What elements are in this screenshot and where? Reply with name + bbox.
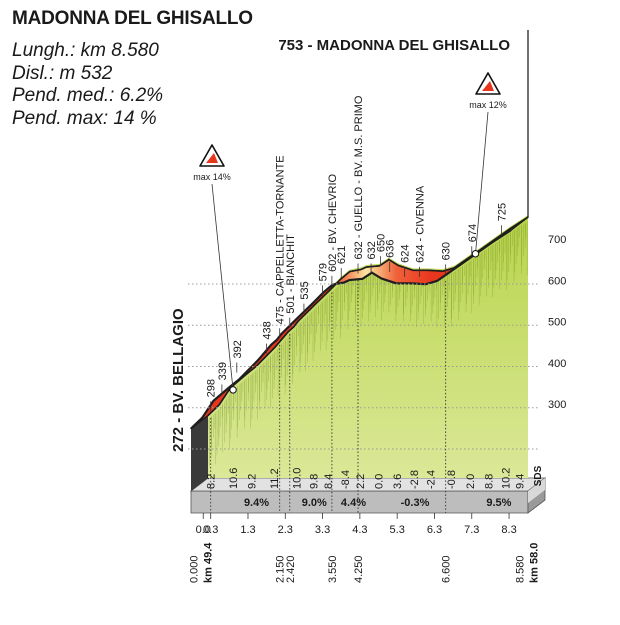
segment-gradient: 2.0: [465, 474, 477, 489]
segment-gradient: 3.6: [392, 474, 404, 489]
elevation-label: 579: [318, 263, 330, 281]
terrain-layer: [207, 215, 528, 478]
summit-label: 753 - MADONNA DEL GHISALLO: [278, 37, 510, 54]
warning-triangle-fill: [206, 153, 218, 163]
km-point-label: 0.000: [189, 555, 201, 583]
km-tick-label: 7.3: [464, 524, 479, 536]
stat-max-gradient: Pend. max: 14 %: [12, 107, 157, 129]
segment-gradient: 9.4: [515, 474, 527, 489]
km-race-label: km 49.4: [203, 542, 215, 583]
elevation-label: 475 - CAPPELLETTA-TORNANTE: [275, 155, 287, 324]
road-front-edge: [190, 229, 512, 430]
avg-gradient: 4.4%: [341, 497, 366, 509]
segment-gradient: 0.0: [374, 474, 386, 489]
km-tick-label: 5.3: [390, 524, 405, 536]
elevation-label: 298: [206, 379, 218, 397]
km-tick-label: 2.3: [278, 524, 293, 536]
km-tick-label: 0.0: [196, 524, 211, 536]
elevation-label: 632 - GUELLO - BV. M.S. PRIMO: [353, 95, 365, 259]
segment-gradient: 10.0: [291, 468, 303, 489]
chart-background: [189, 477, 547, 514]
avg-gradient: 9.4%: [244, 497, 269, 509]
elevation-label: 339: [217, 362, 229, 380]
max-gradient-label: max 14%: [193, 172, 231, 182]
avg-gradient: -0.3%: [401, 497, 430, 509]
elevation-label: 632: [366, 241, 378, 259]
warning-triangle-icon: [475, 72, 501, 95]
elevation-label: 725: [497, 203, 509, 221]
y-tick-label: 700: [548, 234, 566, 246]
km-point-label: 2.150: [275, 555, 287, 583]
elevation-label: 630: [441, 242, 453, 260]
elevation-label: 624 - CIVENNA: [415, 185, 427, 263]
climb-stats: Lungh.: km 8.580 Disl.: m 532 Pend. med.…: [12, 40, 163, 130]
km-tick-label: 0.3: [203, 524, 218, 536]
segment-gradient: 2.2: [355, 474, 367, 489]
y-tick-label: 400: [548, 358, 566, 370]
y-tick-label: 500: [548, 317, 566, 329]
stat-elevation-gain: Disl.: m 532: [12, 62, 113, 84]
km-tick-label: 4.3: [352, 524, 367, 536]
segment-gradient: 9.2: [247, 474, 259, 489]
avg-gradient: 9.0%: [302, 497, 327, 509]
km-point-label: 2.420: [285, 555, 297, 583]
max-marker-dot: [471, 250, 480, 258]
segment-gradient: 8.2: [206, 474, 218, 489]
end-tag: SDS: [533, 465, 544, 486]
warning-triangle-icon: [199, 144, 225, 167]
elevation-label: 501 - BIANCHIT: [285, 234, 297, 314]
elevation-label: 636: [385, 240, 397, 258]
segment-gradient: 9.8: [308, 474, 320, 489]
km-tick-label: 3.3: [315, 524, 330, 536]
stat-length: Lungh.: km 8.580: [12, 40, 159, 61]
km-tick-label: 1.3: [240, 524, 255, 536]
segment-gradient: 11.2: [269, 468, 281, 489]
segment-gradient: -2.4: [426, 470, 438, 489]
elevation-label: 621: [336, 246, 348, 264]
elevation-label: 392: [232, 340, 244, 358]
segment-gradient: 8.4: [323, 474, 335, 489]
segment-gradient: -8.4: [340, 470, 352, 489]
max-gradient-label: max 12%: [469, 100, 507, 110]
y-tick-label: 300: [548, 399, 566, 411]
sds-tag-bg: [528, 478, 545, 503]
km-race-label: km 58.0: [529, 543, 541, 583]
stat-average-gradient: Pend. med.: 6.2%: [12, 85, 164, 106]
max-marker-leader: [475, 111, 489, 254]
max-marker-dot: [229, 386, 237, 394]
elevation-label: 602 - BV. CHEVRIO: [327, 173, 339, 271]
km-tick-label: 8.3: [501, 524, 516, 536]
reference-lines: [188, 30, 538, 519]
road-left-face: [191, 415, 208, 491]
warning-triangle-fill: [482, 81, 494, 91]
segment-gradient: -2.8: [409, 470, 421, 489]
km-point-label: 6.600: [441, 555, 453, 583]
segment-gradient: 8.8: [484, 474, 496, 489]
segment-gradient: 10.2: [500, 468, 512, 489]
avg-gradient: 9.5%: [486, 497, 511, 509]
y-tick-label: 600: [548, 275, 566, 287]
km-point-label: 3.550: [327, 555, 339, 583]
km-point-label: 4.250: [353, 555, 365, 583]
elevation-label: 674: [467, 224, 479, 242]
page-title: MADONNA DEL GHISALLO: [12, 8, 253, 29]
segment-gradient: 10.6: [228, 468, 240, 489]
start-label: 272 - BV. BELLAGIO: [170, 308, 187, 452]
km-point-label: 8.580: [515, 555, 527, 583]
elevation-label: 438: [262, 321, 274, 339]
elevation-label: 535: [299, 281, 311, 299]
km-tick-label: 6.3: [427, 524, 442, 536]
max-marker-leader: [211, 183, 234, 390]
elevation-label: 624: [400, 244, 412, 262]
elevation-label: 650: [375, 234, 387, 252]
segment-gradient: -0.8: [446, 470, 458, 489]
